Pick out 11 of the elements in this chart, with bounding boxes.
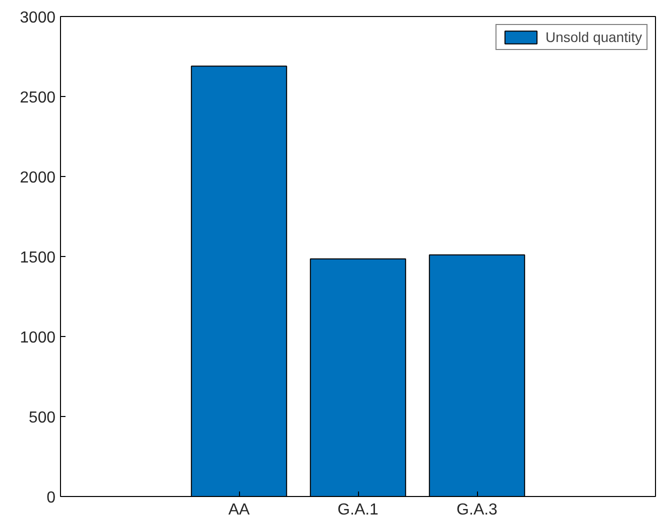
y-tick-label: 1500 — [20, 250, 56, 266]
x-tick-label: G.A.1 — [338, 502, 379, 518]
y-tick-label: 2000 — [20, 170, 56, 186]
y-tick-label: 3000 — [20, 10, 56, 26]
y-tick-label: 500 — [28, 410, 56, 426]
y-tick-label: 1000 — [20, 330, 56, 346]
x-tick-label: AA — [228, 502, 250, 518]
y-tick-label: 2500 — [20, 90, 56, 106]
x-tick-label: G.A.3 — [456, 502, 498, 518]
legend-label: Unsold quantity — [545, 29, 642, 45]
y-tick-label: 0 — [46, 490, 56, 506]
